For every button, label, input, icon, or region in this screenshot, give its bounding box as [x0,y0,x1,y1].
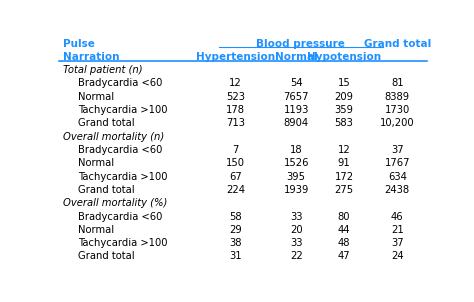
Text: 20: 20 [290,225,302,235]
Text: 47: 47 [337,252,350,262]
Text: 54: 54 [290,79,302,88]
Text: 67: 67 [229,172,242,182]
Text: Hypotension: Hypotension [307,52,381,62]
Text: 359: 359 [335,105,354,115]
Text: 224: 224 [226,185,245,195]
Text: 37: 37 [391,238,403,248]
Text: 178: 178 [226,105,245,115]
Text: 7: 7 [232,145,239,155]
Text: 1193: 1193 [283,105,309,115]
Text: 29: 29 [229,225,242,235]
Text: Tachycardia >100: Tachycardia >100 [78,238,167,248]
Text: 713: 713 [226,118,245,128]
Text: 150: 150 [226,158,245,168]
Text: Grand total: Grand total [78,118,134,128]
Text: Overall mortality (n): Overall mortality (n) [63,132,164,142]
Text: 15: 15 [337,79,350,88]
Text: 38: 38 [229,238,242,248]
Text: 80: 80 [337,212,350,222]
Text: 22: 22 [290,252,302,262]
Text: Narration: Narration [63,52,119,62]
Text: 81: 81 [391,79,403,88]
Text: 523: 523 [226,92,245,102]
Text: 8389: 8389 [384,92,410,102]
Text: 37: 37 [391,145,403,155]
Text: 48: 48 [337,238,350,248]
Text: 18: 18 [290,145,302,155]
Text: Bradycardia <60: Bradycardia <60 [78,212,162,222]
Text: 1730: 1730 [384,105,410,115]
Text: 33: 33 [290,238,302,248]
Text: 1939: 1939 [283,185,309,195]
Text: Total patient (n): Total patient (n) [63,65,143,75]
Text: 209: 209 [335,92,354,102]
Text: Tachycardia >100: Tachycardia >100 [78,105,167,115]
Text: 91: 91 [337,158,350,168]
Text: Hypertension: Hypertension [196,52,275,62]
Text: Grand total: Grand total [364,39,431,49]
Text: Bradycardia <60: Bradycardia <60 [78,79,162,88]
Text: 12: 12 [229,79,242,88]
Text: Overall mortality (%): Overall mortality (%) [63,198,167,208]
Text: 634: 634 [388,172,407,182]
Text: 172: 172 [334,172,354,182]
Text: 46: 46 [391,212,403,222]
Text: 12: 12 [337,145,350,155]
Text: 395: 395 [287,172,306,182]
Text: 583: 583 [335,118,354,128]
Text: 8904: 8904 [283,118,309,128]
Text: 31: 31 [229,252,242,262]
Text: 24: 24 [391,252,403,262]
Text: Normal: Normal [78,225,114,235]
Text: 275: 275 [334,185,354,195]
Text: Grand total: Grand total [78,185,134,195]
Text: Grand total: Grand total [78,252,134,262]
Text: 58: 58 [229,212,242,222]
Text: 2438: 2438 [384,185,410,195]
Text: Normal: Normal [275,52,318,62]
Text: Blood pressure: Blood pressure [256,39,345,49]
Text: 44: 44 [337,225,350,235]
Text: 1767: 1767 [384,158,410,168]
Text: 1526: 1526 [283,158,309,168]
Text: Normal: Normal [78,92,114,102]
Text: Normal: Normal [78,158,114,168]
Text: 10,200: 10,200 [380,118,415,128]
Text: 33: 33 [290,212,302,222]
Text: 21: 21 [391,225,403,235]
Text: 7657: 7657 [283,92,309,102]
Text: Bradycardia <60: Bradycardia <60 [78,145,162,155]
Text: Tachycardia >100: Tachycardia >100 [78,172,167,182]
Text: Pulse: Pulse [63,39,95,49]
